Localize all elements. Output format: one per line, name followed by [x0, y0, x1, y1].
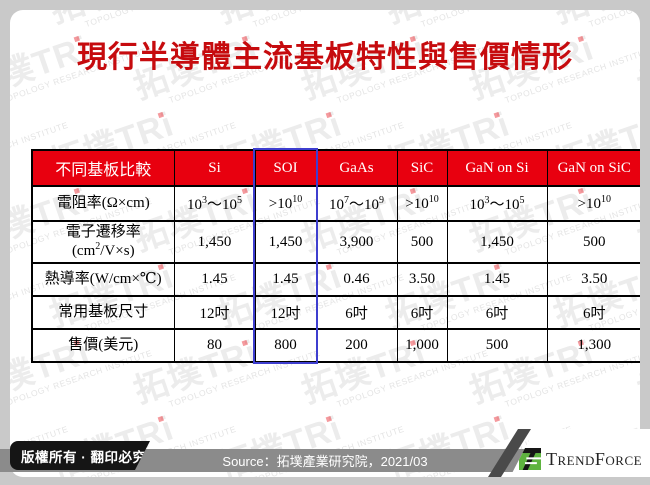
source-text: Source：拓墣產業研究院，2021/03 [222, 454, 428, 469]
table-header-row: 不同基板比較 Si SOI GaAs SiC GaN on Si GaN on SiC [31, 149, 640, 187]
cell-r1-c5: 500 [546, 220, 640, 264]
cell-r0-c3: >1010 [396, 185, 448, 222]
table-row-3: 常用基板尺寸 12吋 12吋 6吋 6吋 6吋 6吋 [31, 295, 640, 330]
corner-header: 不同基板比較 [31, 149, 175, 187]
column-header-si: Si [173, 149, 256, 187]
cell-r3-c3: 6吋 [396, 295, 448, 330]
page-title: 現行半導體主流基板特性與售價情形 [77, 40, 573, 75]
column-header-gaas: GaAs [315, 149, 398, 187]
copyright-text: 版權所有 · 翻印必究 [21, 449, 147, 465]
trendforce-logo-text: TRENDFORCE [546, 448, 643, 469]
cell-r0-c5: >1010 [546, 185, 640, 222]
cell-r1-c3: 500 [396, 220, 448, 264]
cell-r4-c0: 80 [173, 328, 256, 363]
copyright-badge: 版權所有 · 翻印必究 [10, 441, 150, 470]
cell-r3-c2: 6吋 [315, 295, 398, 330]
cell-r0-c0: 103～105 [173, 185, 256, 222]
footer-source-bar: Source：拓墣產業研究院，2021/03 [0, 449, 650, 472]
cell-r4-c4: 500 [446, 328, 548, 363]
cell-r0-c1: >1010 [254, 185, 317, 222]
table-row-2: 熱導率(W/cm×℃) 1.45 1.45 0.46 3.50 1.45 3.50 [31, 262, 640, 297]
table-row-0: 電阻率(Ω×cm) 103～105 >1010 107～109 >1010 103～105… [31, 185, 640, 222]
row-label-2: 熱導率(W/cm×℃) [31, 262, 175, 297]
cell-r4-c1: 800 [254, 328, 317, 363]
cell-r2-c5: 3.50 [546, 262, 640, 297]
cell-r0-c4: 103～105 [446, 185, 548, 222]
cell-r3-c5: 6吋 [546, 295, 640, 330]
cell-r1-c2: 3,900 [315, 220, 398, 264]
table-row-1: 電子遷移率 (cm2/V×s) 1,450 1,450 3,900 500 1,450 500 [31, 220, 640, 264]
content-panel: 拓墣TRi TOPOLOGY RESEARCH INSTITUTE 拓墣TRi TOP… [10, 10, 640, 477]
table-row-4: 售價(美元) 80 800 200 1,000 500 1,300 [31, 328, 640, 363]
trendforce-logo: TRENDFORCE [519, 448, 642, 470]
row-label-3: 常用基板尺寸 [31, 295, 175, 330]
trendforce-logo-icon [519, 448, 541, 470]
cell-r1-c0: 1,450 [173, 220, 256, 264]
cell-r2-c1: 1.45 [254, 262, 317, 297]
substrate-comparison-table: 不同基板比較 Si SOI GaAs SiC GaN on Si GaN on SiC 電阻… [31, 149, 640, 363]
footer-logo-area: TRENDFORCE [510, 429, 650, 477]
row-label-1: 電子遷移率 (cm2/V×s) [31, 220, 175, 264]
cell-r1-c1: 1,450 [254, 220, 317, 264]
column-header-sic: SiC [396, 149, 448, 187]
column-header-gan-on-si: GaN on Si [446, 149, 548, 187]
cell-r4-c2: 200 [315, 328, 398, 363]
cell-r3-c4: 6吋 [446, 295, 548, 330]
row-label-0: 電阻率(Ω×cm) [31, 185, 175, 222]
cell-r3-c0: 12吋 [173, 295, 256, 330]
cell-r2-c2: 0.46 [315, 262, 398, 297]
cell-r4-c3: 1,000 [396, 328, 448, 363]
cell-r2-c3: 3.50 [396, 262, 448, 297]
cell-r1-c4: 1,450 [446, 220, 548, 264]
row-label-4: 售價(美元) [31, 328, 175, 363]
cell-r0-c2: 107～109 [315, 185, 398, 222]
cell-r4-c5: 1,300 [546, 328, 640, 363]
column-header-gan-on-sic: GaN on SiC [546, 149, 640, 187]
cell-r2-c0: 1.45 [173, 262, 256, 297]
table-wrap: 不同基板比較 Si SOI GaAs SiC GaN on Si GaN on SiC 電阻… [31, 148, 640, 364]
cell-r3-c1: 12吋 [254, 295, 317, 330]
cell-r2-c4: 1.45 [446, 262, 548, 297]
column-header-soi: SOI [254, 149, 317, 187]
